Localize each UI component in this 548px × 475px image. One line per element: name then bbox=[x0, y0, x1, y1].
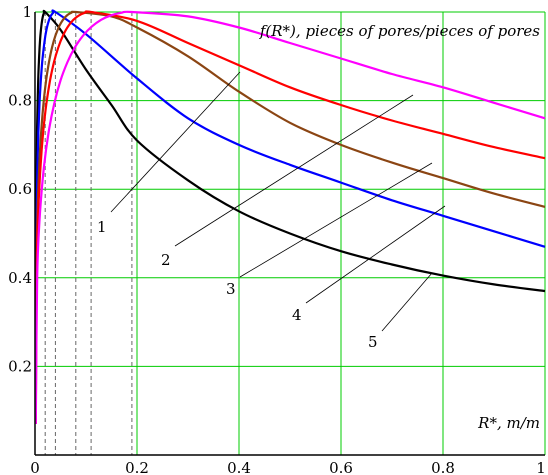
curve-3 bbox=[34, 10, 546, 425]
tick-labels: 0 0.2 0.4 0.6 0.8 1 0.2 0.4 0.6 0.8 1 bbox=[8, 3, 546, 475]
curve-1 bbox=[34, 9, 546, 425]
x-axis-label: R*, m/m bbox=[477, 414, 540, 432]
leader-line-4 bbox=[305, 205, 446, 304]
y-tick-label: 0.6 bbox=[8, 180, 32, 198]
curve-2 bbox=[34, 9, 546, 425]
x-tick-label: 0.4 bbox=[227, 459, 251, 475]
y-tick-label: 0.4 bbox=[8, 269, 32, 287]
curve-label-4: 4 bbox=[292, 306, 302, 324]
axes bbox=[34, 12, 545, 456]
x-tick-label: 1 bbox=[536, 459, 546, 475]
curve-label-5: 5 bbox=[368, 333, 378, 351]
x-tick-label: 0.2 bbox=[125, 459, 149, 475]
y-tick-label: 1 bbox=[22, 3, 32, 21]
x-tick-label: 0.8 bbox=[431, 459, 455, 475]
leader-line-2 bbox=[174, 94, 414, 247]
curve-4 bbox=[34, 10, 546, 425]
curve-label-2: 2 bbox=[161, 251, 171, 269]
y-tick-label: 0.2 bbox=[8, 357, 32, 375]
leader-line-1 bbox=[110, 71, 241, 213]
curve-5 bbox=[34, 10, 546, 425]
y-axis-label: f(R*), pieces of pores/pieces of pores bbox=[259, 22, 540, 40]
peak-markers bbox=[44, 12, 133, 455]
leader-line-3 bbox=[239, 162, 433, 278]
x-tick-label: 0.6 bbox=[329, 459, 353, 475]
curve-label-1: 1 bbox=[97, 218, 107, 236]
leader-lines: 1 2 3 4 5 bbox=[97, 71, 446, 351]
leader-line-5 bbox=[381, 272, 433, 332]
curve-label-3: 3 bbox=[226, 280, 236, 298]
curves bbox=[34, 9, 546, 425]
y-tick-label: 0.8 bbox=[8, 92, 32, 110]
x-tick-label: 0 bbox=[30, 459, 40, 475]
